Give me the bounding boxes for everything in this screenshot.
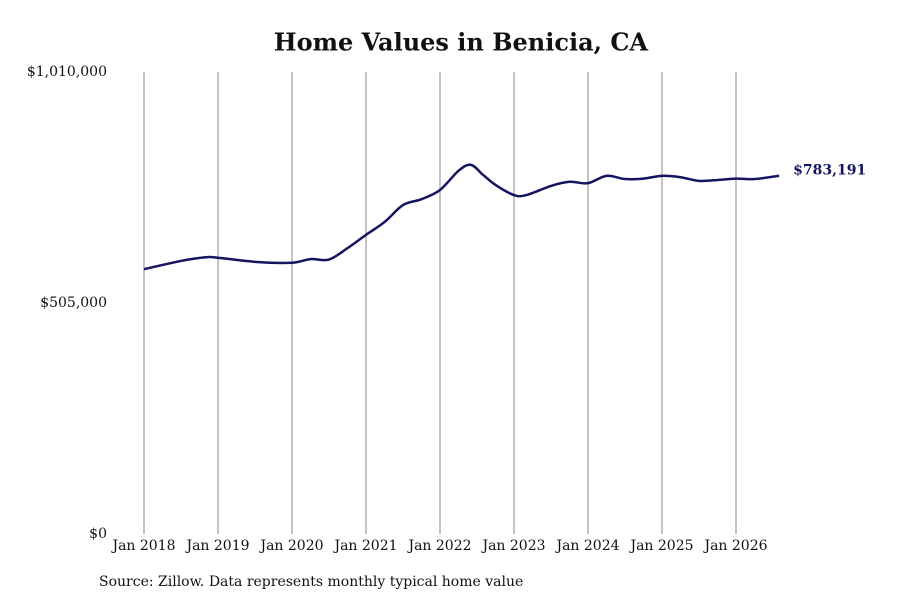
source-note: Source: Zillow. Data represents monthly … — [99, 574, 523, 590]
x-tick-label: Jan 2023 — [480, 538, 545, 554]
chart-title: Home Values in Benicia, CA — [274, 28, 649, 57]
x-tick-label: Jan 2024 — [554, 538, 619, 554]
y-tick-label: $0 — [89, 526, 107, 542]
x-tick-label: Jan 2022 — [406, 538, 471, 554]
x-tick-label: Jan 2018 — [110, 538, 175, 554]
y-tick-label: $1,010,000 — [27, 64, 107, 80]
y-tick-label: $505,000 — [40, 295, 107, 311]
x-tick-label: Jan 2025 — [628, 538, 693, 554]
end-value-label: $783,191 — [793, 163, 866, 179]
x-tick-label: Jan 2021 — [332, 538, 397, 554]
x-tick-label: Jan 2020 — [258, 538, 323, 554]
x-tick-label: Jan 2026 — [702, 538, 767, 554]
data-line — [143, 163, 780, 271]
x-tick-label: Jan 2019 — [184, 538, 249, 554]
